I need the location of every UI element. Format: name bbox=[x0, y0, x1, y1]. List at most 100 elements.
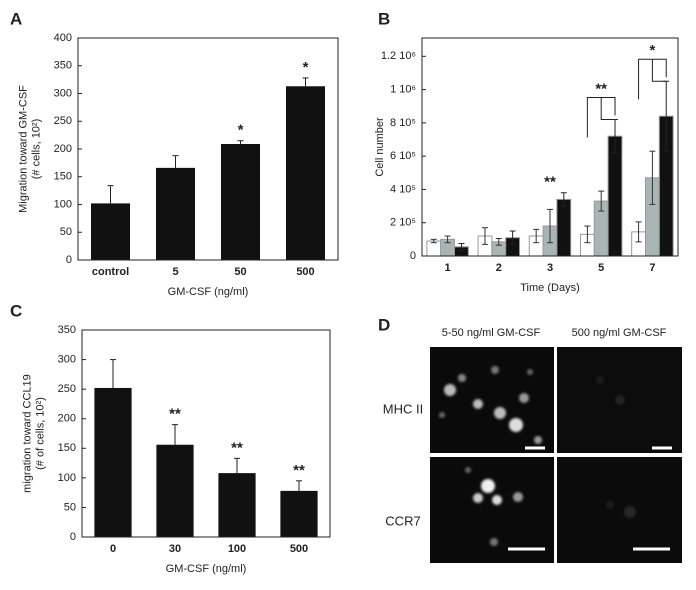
error-bar bbox=[584, 225, 591, 244]
bar bbox=[280, 490, 318, 537]
error-bar bbox=[237, 140, 244, 145]
error-bar bbox=[430, 238, 437, 244]
y-axis-label: Cell number bbox=[374, 117, 386, 177]
y-tick-label: 8 10⁵ bbox=[390, 117, 416, 129]
y-axis-label: migration toward CCL19 bbox=[21, 374, 33, 493]
panel-label: B bbox=[378, 9, 390, 28]
y-tick-label: 1 10⁶ bbox=[390, 83, 416, 95]
y-axis-label: (# cells, 10²) bbox=[30, 119, 42, 180]
y-tick-label: 300 bbox=[58, 353, 76, 365]
error-bar bbox=[495, 238, 502, 246]
bar bbox=[156, 444, 194, 537]
y-tick-label: 1.2 10⁶ bbox=[381, 50, 416, 62]
x-axis-label: Time (Days) bbox=[520, 282, 579, 294]
error-bar bbox=[458, 243, 465, 251]
significance: ** bbox=[169, 406, 181, 423]
y-tick-label: 0 bbox=[66, 254, 72, 266]
error-bar bbox=[547, 208, 553, 244]
y-tick-label: 250 bbox=[54, 115, 72, 127]
bar bbox=[94, 387, 132, 537]
bar bbox=[218, 473, 256, 537]
y-tick-label: 0 bbox=[410, 250, 416, 262]
significance: * bbox=[238, 122, 244, 139]
error-bar bbox=[560, 192, 567, 207]
error-bar bbox=[302, 77, 309, 87]
y-tick-label: 300 bbox=[54, 87, 72, 99]
column-header: 500 ng/ml GM-CSF bbox=[572, 327, 667, 339]
y-tick-label: 100 bbox=[54, 198, 72, 210]
panel-label: A bbox=[10, 9, 22, 28]
plot-frame bbox=[421, 37, 679, 257]
y-tick-label: 250 bbox=[58, 383, 76, 395]
error-bar bbox=[533, 228, 540, 244]
y-axis-label: (# of cells, 10²) bbox=[34, 397, 46, 470]
row-label: CCR7 bbox=[385, 513, 420, 528]
y-tick-label: 50 bbox=[64, 501, 76, 513]
x-tick-label: 30 bbox=[169, 543, 181, 555]
bar bbox=[156, 167, 195, 260]
bar bbox=[426, 240, 442, 257]
bar bbox=[221, 144, 260, 260]
error-bar bbox=[107, 185, 114, 204]
x-tick-label: 100 bbox=[228, 543, 246, 555]
x-tick-label: 2 bbox=[496, 262, 502, 274]
error-bar bbox=[110, 359, 116, 388]
y-tick-label: 6 10⁵ bbox=[390, 150, 416, 162]
x-tick-label: 500 bbox=[290, 543, 308, 555]
significance: ** bbox=[231, 439, 243, 456]
x-tick-label: 500 bbox=[296, 266, 314, 278]
y-tick-label: 0 bbox=[70, 531, 76, 543]
y-tick-label: 50 bbox=[60, 226, 72, 238]
error-bar bbox=[649, 150, 656, 205]
y-tick-label: 400 bbox=[54, 32, 72, 44]
x-tick-label: 7 bbox=[649, 262, 655, 274]
y-tick-label: 2 10⁵ bbox=[390, 217, 416, 229]
significance: ** bbox=[293, 462, 305, 479]
y-tick-label: 350 bbox=[58, 324, 76, 336]
error-bar bbox=[598, 190, 605, 212]
y-tick-label: 4 10⁵ bbox=[390, 183, 416, 195]
x-tick-label: 0 bbox=[110, 543, 116, 555]
x-tick-label: control bbox=[92, 266, 129, 278]
error-bar bbox=[172, 424, 178, 445]
error-bar bbox=[296, 480, 302, 491]
bar bbox=[91, 203, 130, 260]
x-tick-label: 50 bbox=[234, 266, 246, 278]
error-bar bbox=[234, 457, 240, 474]
y-tick-label: 350 bbox=[54, 60, 72, 72]
x-tick-label: 1 bbox=[445, 262, 451, 274]
y-tick-label: 150 bbox=[58, 442, 76, 454]
y-tick-label: 200 bbox=[54, 143, 72, 155]
error-bar bbox=[444, 235, 451, 244]
row-label: MHC II bbox=[383, 401, 423, 416]
error-bar bbox=[509, 230, 516, 245]
x-axis-label: GM-CSF (ng/ml) bbox=[168, 286, 249, 298]
x-tick-label: 5 bbox=[598, 262, 604, 274]
error-bar bbox=[635, 221, 642, 243]
significance: * bbox=[303, 59, 309, 76]
significance: * bbox=[649, 42, 655, 59]
y-tick-label: 100 bbox=[58, 472, 76, 484]
bar bbox=[556, 198, 572, 257]
significance-bracket bbox=[586, 97, 616, 138]
y-axis-label: Migration toward GM-CSF bbox=[17, 85, 29, 213]
y-tick-label: 200 bbox=[58, 413, 76, 425]
x-tick-label: 3 bbox=[547, 262, 553, 274]
plot-frame bbox=[81, 329, 331, 538]
error-bar bbox=[481, 227, 488, 245]
error-bar bbox=[172, 155, 179, 168]
panel-label: C bbox=[10, 301, 22, 320]
bar bbox=[607, 135, 623, 257]
significance: ** bbox=[595, 81, 607, 98]
column-header: 5-50 ng/ml GM-CSF bbox=[442, 327, 541, 339]
x-tick-label: 5 bbox=[172, 266, 178, 278]
panel-label: D bbox=[378, 315, 390, 334]
micrographs bbox=[430, 347, 682, 563]
significance-bracket bbox=[638, 58, 667, 100]
y-tick-label: 150 bbox=[54, 171, 72, 183]
bar bbox=[286, 86, 325, 260]
x-axis-label: GM-CSF (ng/ml) bbox=[166, 563, 247, 575]
plot-frame bbox=[77, 37, 339, 261]
significance: ** bbox=[544, 174, 556, 191]
